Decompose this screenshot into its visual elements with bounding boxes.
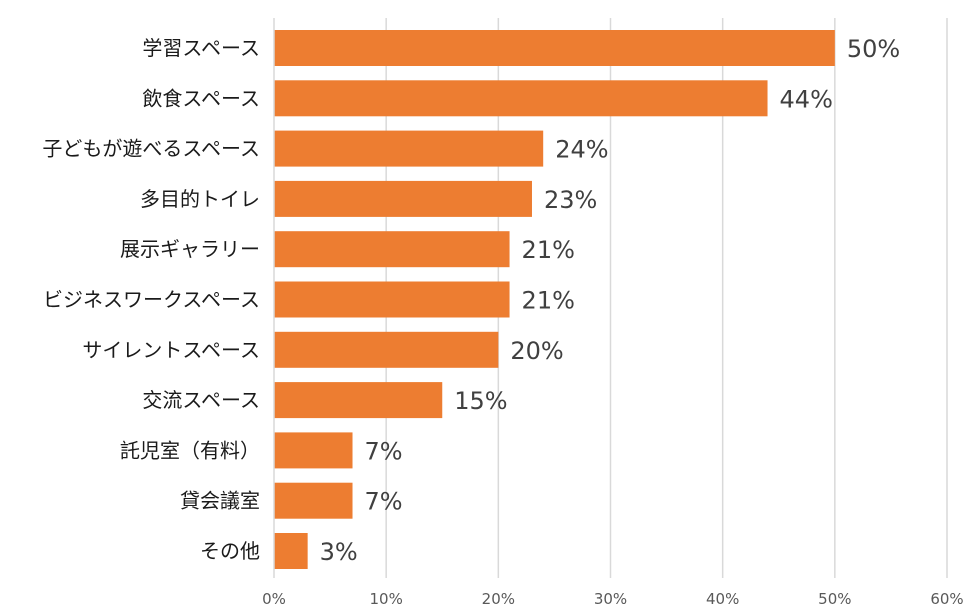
category-label: サイレントスペース: [82, 338, 260, 362]
category-label: 交流スペース: [142, 388, 260, 412]
category-label: 多目的トイレ: [140, 187, 260, 211]
bar: [274, 533, 308, 569]
category-label: ビジネスワークスペース: [43, 288, 260, 312]
bar: [274, 382, 443, 419]
x-tick-label: 50%: [818, 590, 851, 608]
x-tick-label: 10%: [369, 590, 402, 608]
bar: [274, 432, 353, 469]
bars: [274, 30, 835, 569]
bar: [274, 281, 510, 318]
bar: [274, 30, 835, 66]
data-label: 3%: [320, 538, 358, 566]
bar: [274, 130, 544, 167]
data-label: 23%: [544, 186, 597, 214]
data-label: 7%: [365, 437, 403, 465]
data-label: 20%: [510, 337, 563, 365]
category-label: 展示ギャラリー: [120, 237, 260, 261]
bar: [274, 331, 499, 368]
data-label: 21%: [522, 236, 575, 264]
x-tick-label: 60%: [930, 590, 963, 608]
data-label: 44%: [780, 85, 833, 113]
category-label: その他: [200, 539, 260, 563]
data-label: 21%: [522, 287, 575, 315]
bar: [274, 180, 532, 217]
bar: [274, 80, 768, 117]
bar: [274, 231, 510, 268]
data-label: 50%: [847, 35, 900, 63]
category-label: 子どもが遊べるスペース: [42, 137, 260, 161]
x-tick-label: 40%: [706, 590, 739, 608]
category-label: 託児室（有料）: [120, 438, 260, 462]
x-tick-label: 20%: [482, 590, 515, 608]
x-tick-label: 0%: [262, 590, 286, 608]
data-label: 24%: [555, 136, 608, 164]
data-label: 15%: [454, 387, 507, 415]
data-labels: 50%44%24%23%21%21%20%15%7%7%3%: [320, 35, 901, 566]
category-label: 学習スペース: [142, 36, 260, 60]
x-tick-label: 30%: [594, 590, 627, 608]
data-label: 7%: [365, 488, 403, 516]
category-labels: 学習スペース飲食スペース子どもが遊べるスペース多目的トイレ展示ギャラリービジネス…: [42, 36, 260, 563]
x-axis-tick-labels: 0% 10% 20% 30% 40% 50% 60%: [262, 590, 964, 608]
category-label: 飲食スペース: [142, 86, 260, 110]
bar: [274, 482, 353, 519]
category-label: 貸会議室: [180, 489, 260, 513]
